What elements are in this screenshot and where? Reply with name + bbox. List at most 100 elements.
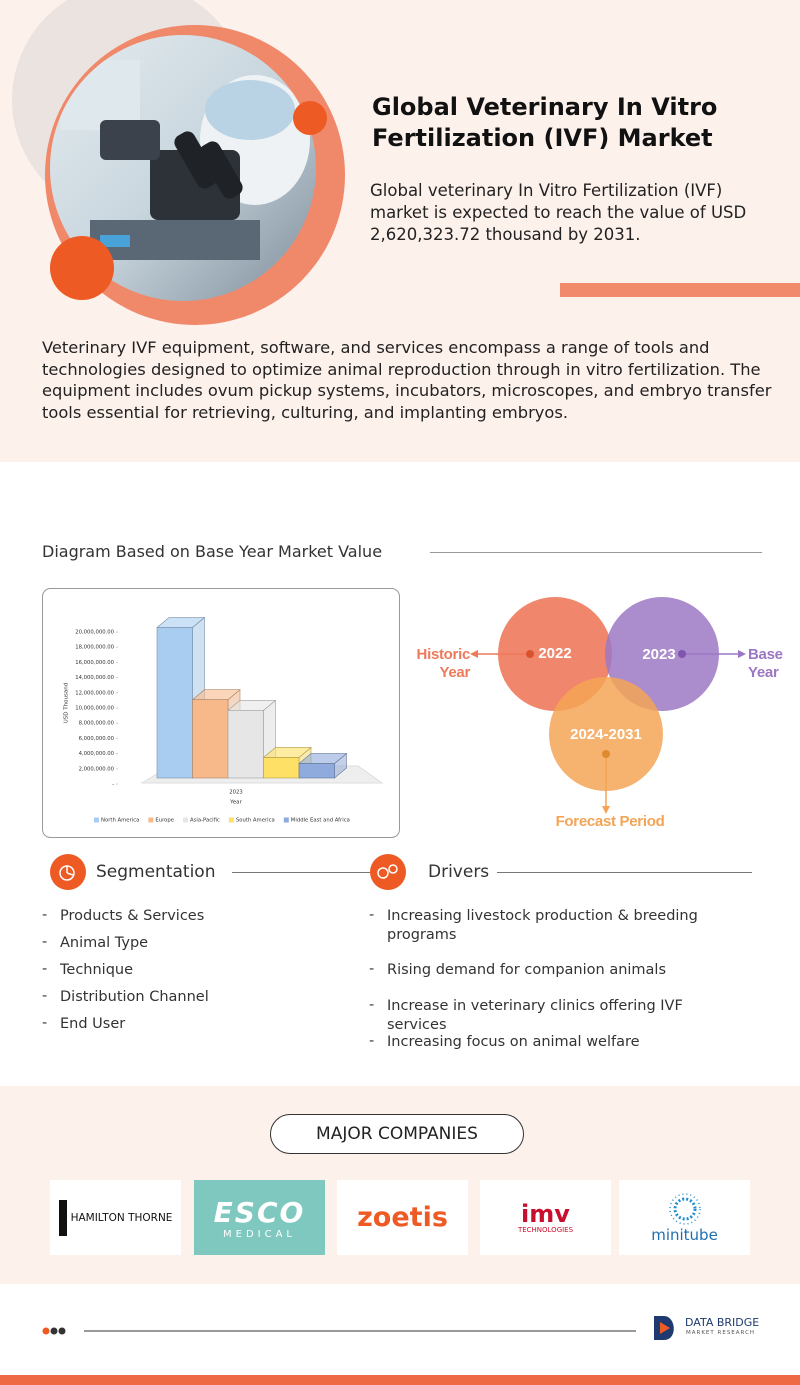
list-item: Products & Services	[60, 908, 205, 924]
bullet: -	[42, 907, 48, 923]
venn-label: Base Year	[748, 646, 783, 681]
arrow-dot	[602, 750, 610, 758]
logo-text: ESCO	[213, 1195, 306, 1229]
x-tick-label: 2023	[229, 790, 242, 796]
venn-year: 2022	[538, 645, 571, 662]
venn-year: 2023	[642, 646, 675, 663]
deco-dot	[50, 236, 114, 300]
legend-label: Middle East and Africa	[291, 818, 350, 824]
bullet: -	[42, 934, 48, 950]
y-tick-label: 4,000,000.00	[79, 751, 115, 757]
venn-circle	[605, 597, 719, 711]
drivers-icon	[370, 854, 406, 890]
company-logo: HAMILTON THORNE	[50, 1180, 181, 1255]
y-tick-label: 12,000,000.00	[75, 690, 114, 696]
bullet: -	[42, 1015, 48, 1031]
venn-circle	[549, 677, 663, 791]
legend-label: Asia-Pacific	[190, 818, 220, 824]
company-logo: zoetis	[337, 1180, 468, 1255]
legend-label: Europe	[155, 818, 174, 824]
logo-mark	[58, 1199, 67, 1236]
logo-text: MEDICAL	[223, 1228, 296, 1240]
bullet: -	[42, 961, 48, 977]
venn-diagram: 2022 2023 2024-2031	[470, 597, 746, 814]
y-axis-label: USD Thousand	[64, 683, 70, 723]
rule	[232, 872, 370, 873]
company-logo: ESCO MEDICAL	[194, 1180, 325, 1255]
bullet: -	[369, 907, 375, 923]
y-tick-label: 2,000,000.00	[79, 766, 115, 772]
y-tick-label: 20,000,000.00	[75, 630, 114, 636]
bar	[298, 763, 335, 779]
venn-label: Historic Year	[416, 646, 471, 681]
arrow-head	[738, 650, 746, 658]
list-item: Distribution Channel	[60, 989, 209, 1005]
list-item: Increasing focus on animal welfare	[387, 1034, 640, 1050]
companies-title: MAJOR COMPANIES	[270, 1114, 524, 1154]
arrow-dot	[678, 650, 686, 658]
section-title: Drivers	[428, 862, 490, 882]
brand: DATA BRIDGE	[685, 1316, 760, 1329]
legend-label: South America	[236, 818, 275, 824]
logo-text: HAMILTON THORNE	[70, 1211, 173, 1224]
bullet: -	[369, 1033, 375, 1049]
bullet: -	[369, 997, 375, 1013]
y-tick-label: 18,000,000.00	[75, 645, 114, 651]
header-section: Global Veterinary In Vitro Fertilization…	[0, 0, 800, 462]
legend-label: North America	[101, 818, 139, 824]
y-tick-label: 6,000,000.00	[79, 736, 115, 742]
legend-swatch	[94, 817, 99, 823]
list-item: Increasing livestock production & breedi…	[387, 908, 698, 943]
y-tick-label: 10,000,000.00	[75, 706, 114, 712]
rule	[497, 872, 752, 873]
rule	[430, 552, 762, 553]
logo-text: imv	[521, 1199, 570, 1228]
list-item: Rising demand for companion animals	[387, 962, 667, 978]
y-tick-label: 14,000,000.00	[75, 675, 114, 681]
segmentation-icon	[50, 854, 86, 890]
bar	[192, 699, 229, 779]
legend-swatch	[283, 817, 289, 823]
bullet: -	[42, 988, 48, 1004]
bar	[156, 627, 193, 779]
bullet: -	[369, 961, 375, 977]
arrow-head	[470, 650, 478, 658]
summary: Global veterinary In Vitro Fertilization…	[370, 181, 747, 244]
y-tick-label: 16,000,000.00	[75, 660, 114, 666]
venn-year: 2024-2031	[570, 726, 642, 743]
accent-bar	[560, 283, 800, 297]
bar-chart: - 2,000,000.00 4,000,000.00 6,000,000.00 8,0…	[42, 588, 400, 838]
title: Global Veterinary In Vitro Fertilization…	[372, 93, 718, 152]
description: Veterinary IVF equipment, software, and …	[42, 338, 772, 422]
bottom-bar	[0, 1375, 800, 1385]
company-logo: imv TECHNOLOGIES	[480, 1180, 611, 1255]
logo-text: zoetis	[357, 1202, 448, 1233]
bar	[263, 757, 300, 779]
list-item: Technique	[60, 962, 134, 978]
legend-swatch	[228, 817, 234, 823]
arrow-head	[602, 806, 610, 814]
footer-rule	[42, 1327, 636, 1335]
legend-swatch	[148, 817, 154, 823]
company-logo: minitube	[619, 1180, 750, 1255]
legend-swatch	[183, 817, 188, 823]
logo-text: minitube	[651, 1225, 718, 1244]
tagline: MARKET RESEARCH	[686, 1330, 756, 1336]
x-axis-label: Year	[229, 800, 242, 806]
logo-mark	[668, 1192, 701, 1225]
deco-dot	[293, 101, 327, 135]
arrow-dot	[526, 650, 534, 658]
y-tick-label: -	[112, 782, 114, 788]
list-item: Animal Type	[60, 935, 149, 951]
list-item: Increase in veterinary clinics offering …	[387, 998, 683, 1033]
chart-heading: Diagram Based on Base Year Market Value	[42, 542, 383, 561]
list-item: End User	[60, 1016, 126, 1032]
section-title: Segmentation	[96, 862, 216, 882]
logo-text: TECHNOLOGIES	[517, 1225, 574, 1234]
footer-logo	[654, 1316, 674, 1340]
header-art	[12, 0, 345, 325]
bar	[227, 710, 264, 779]
y-tick-label: 8,000,000.00	[79, 721, 115, 727]
venn-label: Forecast Period	[555, 813, 665, 830]
